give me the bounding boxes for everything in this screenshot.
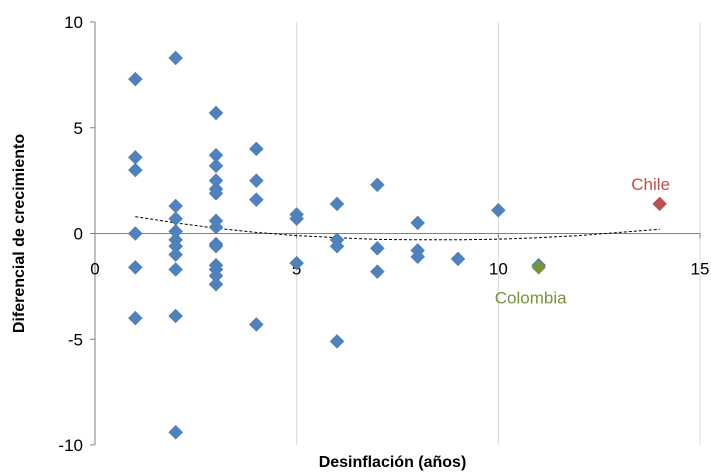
data-point: [208, 238, 224, 254]
chile-point: [652, 196, 668, 212]
colombia-point: [531, 259, 547, 275]
data-point: [369, 240, 385, 256]
x-tick-label: 0: [90, 260, 99, 279]
axes: [90, 21, 701, 446]
y-axis-title: Diferencial de crecimiento: [11, 134, 28, 333]
data-point: [248, 317, 264, 332]
data-point: [208, 185, 224, 201]
data-point: [329, 238, 345, 254]
data-point: [127, 259, 143, 275]
data-point: [410, 249, 426, 265]
data-point: [127, 71, 143, 87]
data-point: [248, 173, 264, 188]
annotations: Chile Colombia: [495, 175, 670, 307]
data-points: [127, 50, 668, 440]
annotation-chile: Chile: [631, 175, 670, 194]
data-point: [289, 211, 305, 227]
y-tick-label: 5: [74, 119, 83, 138]
x-tick-label: 10: [489, 260, 508, 279]
x-tick-label: 15: [691, 260, 710, 279]
data-point: [127, 226, 143, 241]
data-point: [127, 162, 143, 178]
y-tick-label: -5: [68, 330, 83, 349]
y-tick-label: 0: [74, 225, 83, 244]
data-point: [208, 219, 224, 235]
data-point: [168, 262, 184, 277]
data-point: [127, 310, 143, 326]
data-point: [168, 198, 184, 214]
data-point: [248, 141, 264, 157]
data-point: [410, 215, 426, 231]
data-point: [369, 177, 385, 193]
data-point: [248, 192, 264, 208]
data-point: [289, 255, 305, 271]
data-point: [369, 264, 385, 279]
data-point: [490, 202, 506, 218]
data-point: [208, 105, 224, 121]
data-point: [329, 334, 345, 349]
data-point: [208, 158, 224, 174]
data-point: [168, 308, 184, 324]
data-point: [168, 50, 184, 66]
annotation-colombia: Colombia: [495, 288, 567, 307]
data-point: [168, 247, 184, 263]
data-point: [127, 150, 143, 165]
y-tick-label: -10: [58, 436, 83, 455]
x-axis-title: Desinflación (años): [319, 454, 467, 471]
data-point: [168, 424, 184, 440]
y-tick-label: 10: [64, 13, 83, 32]
data-point: [329, 196, 345, 212]
data-point: [450, 251, 466, 267]
data-point: [208, 276, 224, 292]
